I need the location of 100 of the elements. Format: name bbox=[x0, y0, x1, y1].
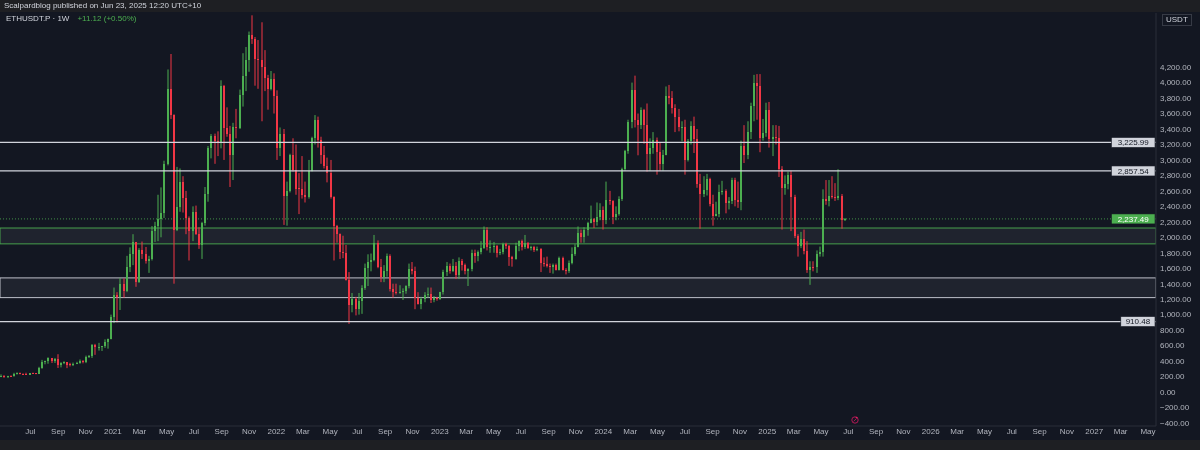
candlestick bbox=[790, 170, 792, 232]
candlestick bbox=[580, 229, 582, 244]
candlestick bbox=[737, 181, 739, 209]
chart-subtitle: +11.12 (+0.50%) bbox=[77, 14, 137, 24]
y-tick-label: −200.00 bbox=[1160, 403, 1190, 413]
chart-title: ETHUSDT.P · 1W bbox=[6, 14, 70, 24]
candlestick bbox=[816, 249, 818, 274]
y-tick-label: 4,000.00 bbox=[1160, 78, 1192, 88]
ref-line-label: 910.48 bbox=[1125, 317, 1151, 327]
y-tick-label: −400.00 bbox=[1160, 418, 1190, 428]
candlestick bbox=[486, 226, 488, 251]
candlestick bbox=[555, 263, 557, 272]
candlestick bbox=[66, 361, 68, 369]
candlestick bbox=[270, 70, 272, 91]
x-tick-label: 2023 bbox=[430, 426, 450, 436]
x-tick-label: May bbox=[813, 426, 829, 436]
candlestick bbox=[703, 175, 705, 198]
candlestick bbox=[386, 253, 388, 278]
candlestick bbox=[640, 106, 642, 130]
y-tick-label: 2,400.00 bbox=[1160, 202, 1192, 212]
x-tick-label: Sep bbox=[1032, 426, 1048, 436]
y-tick-label: 3,800.00 bbox=[1160, 93, 1192, 103]
candlestick bbox=[483, 225, 485, 250]
x-tick-label: Sep bbox=[214, 426, 230, 436]
candlestick bbox=[681, 120, 683, 142]
y-tick-label: 1,200.00 bbox=[1160, 295, 1192, 304]
candlestick bbox=[828, 179, 830, 207]
candlestick bbox=[135, 241, 137, 288]
x-tick-label: 2021 bbox=[103, 426, 123, 436]
x-tick-label: Sep bbox=[541, 426, 557, 436]
candlestick bbox=[725, 188, 727, 214]
x-tick-label: Mar bbox=[295, 426, 310, 436]
y-tick-label: 1,800.00 bbox=[1160, 248, 1192, 258]
candlestick bbox=[449, 263, 451, 275]
candlestick bbox=[809, 260, 811, 286]
y-tick-label: 800.00 bbox=[1160, 325, 1186, 335]
x-tick-label: Sep bbox=[51, 426, 66, 436]
candlestick bbox=[214, 133, 216, 165]
candlestick bbox=[659, 142, 661, 172]
candlestick bbox=[646, 102, 648, 173]
candlestick bbox=[141, 241, 143, 260]
candlestick bbox=[602, 205, 604, 231]
y-tick-label: 600.00 bbox=[1160, 341, 1186, 351]
x-tick-label: Sep bbox=[868, 426, 884, 436]
y-axis-title: USDT bbox=[1162, 14, 1192, 26]
candlestick bbox=[60, 361, 62, 368]
candlestick bbox=[420, 296, 422, 310]
candlestick bbox=[257, 39, 259, 90]
x-tick-label: Mar bbox=[132, 426, 147, 436]
candlestick bbox=[261, 21, 263, 122]
candlestick bbox=[540, 247, 542, 273]
candlestick bbox=[837, 168, 839, 201]
candlestick bbox=[508, 244, 510, 267]
x-tick-label: Mar bbox=[950, 426, 965, 436]
candlestick bbox=[527, 241, 529, 250]
y-tick-label: 3,200.00 bbox=[1160, 140, 1192, 150]
ref-line-label: 2,857.54 bbox=[1117, 166, 1150, 176]
x-tick-label: May bbox=[322, 426, 338, 436]
candlestick bbox=[678, 108, 680, 132]
candlestick bbox=[123, 277, 125, 299]
y-tick-label: 3,000.00 bbox=[1160, 155, 1192, 165]
ref-line-label: 3,225.99 bbox=[1117, 138, 1150, 148]
candlestick bbox=[631, 82, 633, 129]
candlestick bbox=[496, 244, 498, 258]
x-tick-label: Jul bbox=[352, 426, 363, 436]
candlestick bbox=[223, 84, 225, 161]
candlestick bbox=[235, 108, 237, 139]
candlestick bbox=[734, 177, 736, 207]
candlestick bbox=[458, 256, 460, 280]
x-tick-label: Mar bbox=[1113, 426, 1128, 436]
x-tick-label: Mar bbox=[623, 426, 638, 436]
x-tick-label: Nov bbox=[896, 426, 911, 436]
ref-line-label: 2,237.49 bbox=[1117, 214, 1150, 224]
candlestick bbox=[145, 246, 147, 265]
candlestick bbox=[51, 357, 53, 364]
y-tick-label: 2,800.00 bbox=[1160, 171, 1192, 181]
candlestick bbox=[220, 79, 222, 149]
candlestick bbox=[98, 342, 100, 352]
x-tick-label: Nov bbox=[732, 426, 748, 436]
candlestick bbox=[515, 242, 517, 261]
y-tick-label: 200.00 bbox=[1160, 372, 1186, 382]
x-tick-label: 2022 bbox=[267, 426, 286, 436]
x-tick-label: Jul bbox=[843, 426, 854, 436]
candlestick bbox=[562, 256, 564, 272]
candlestick bbox=[414, 266, 416, 310]
candlestick bbox=[85, 355, 87, 364]
candlestick bbox=[831, 175, 833, 200]
x-tick-label: 2026 bbox=[921, 426, 941, 436]
candlestick bbox=[471, 249, 473, 272]
x-tick-label: May bbox=[486, 426, 502, 436]
candlestick bbox=[47, 356, 49, 365]
candlestick bbox=[583, 226, 585, 244]
text: Scalpardblog published on Jun 23, 2025 12:20 UTC+10 bbox=[4, 1, 202, 11]
candlestick bbox=[502, 242, 504, 255]
candlestick bbox=[367, 253, 369, 287]
candlestick bbox=[552, 263, 554, 275]
candlestick bbox=[455, 261, 457, 280]
candlestick bbox=[740, 140, 742, 211]
y-tick-label: 3,400.00 bbox=[1160, 124, 1192, 134]
x-tick-label: Nov bbox=[241, 426, 257, 436]
